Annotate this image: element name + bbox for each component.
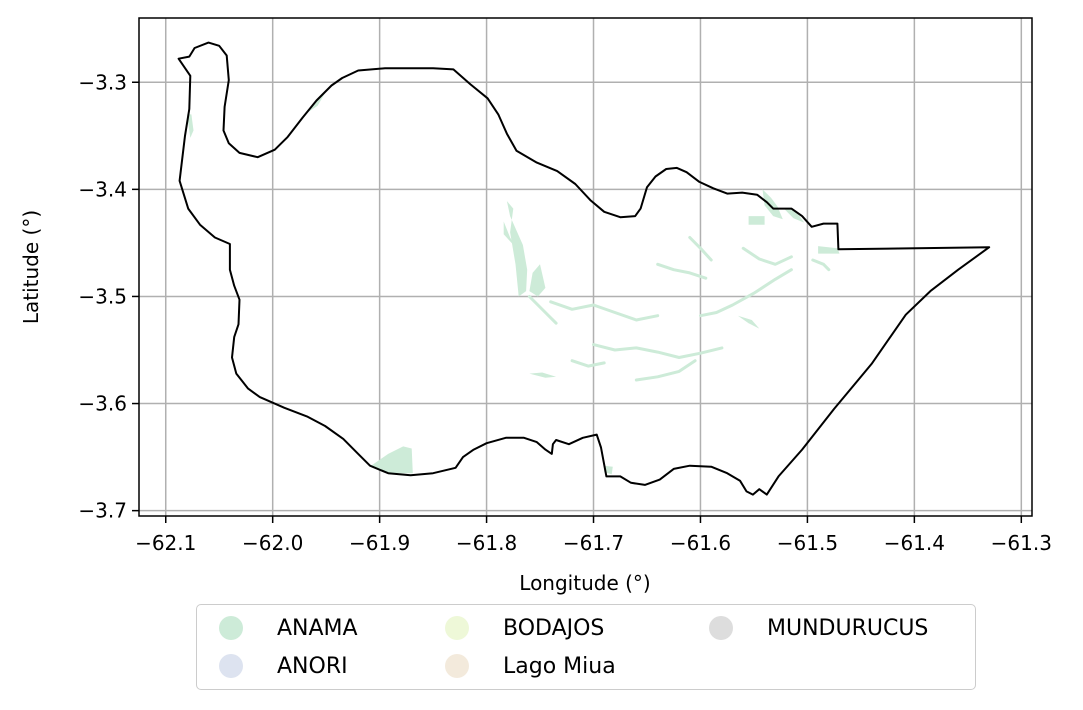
channel-anama — [549, 300, 660, 322]
plot-frame — [138, 17, 1033, 517]
patch-anama — [818, 246, 840, 254]
x-tick-label: −62.1 — [135, 531, 196, 555]
channel-anama — [811, 258, 831, 272]
legend-swatch-mundurucus — [709, 616, 733, 640]
legend-label-anori: ANORI — [277, 653, 348, 679]
municipality-boundary-layer — [177, 41, 991, 496]
patch-anama — [783, 208, 805, 223]
channel-anama — [656, 262, 708, 280]
landuse-patches — [187, 87, 840, 475]
legend-swatch-bodajos — [445, 616, 469, 640]
channel-anama — [741, 246, 793, 266]
x-tick-label: −61.7 — [563, 531, 624, 555]
y-tick-label: −3.4 — [78, 177, 127, 201]
channel-anama — [688, 236, 713, 262]
y-tick-label: −3.6 — [78, 392, 127, 416]
legend: ANAMA ANORI BODAJOS Lago Miua MUNDURUCUS — [196, 604, 976, 690]
patch-anama — [187, 114, 194, 138]
patch-anama — [737, 315, 760, 329]
legend-label-bodajos: BODAJOS — [503, 615, 605, 641]
legend-swatch-anori — [219, 654, 243, 678]
channel-anama — [592, 343, 724, 359]
legend-item-lago-miua: Lago Miua — [445, 651, 616, 681]
legend-item-anama: ANAMA — [219, 613, 358, 643]
patch-anama — [748, 216, 765, 225]
legend-label-anama: ANAMA — [277, 615, 358, 641]
y-tick-label: −3.5 — [78, 284, 127, 308]
x-axis-ticks: −62.1 −62.0 −61.9 −61.8 −61.7 −61.6 −61.5 −61.4… — [135, 516, 1052, 555]
x-tick-label: −61.5 — [777, 531, 838, 555]
channel-anama — [527, 295, 558, 325]
x-tick-label: −61.9 — [349, 531, 410, 555]
legend-item-anori: ANORI — [219, 651, 348, 681]
municipality-boundary — [177, 41, 991, 496]
channel-anama — [634, 359, 697, 382]
patch-anama — [529, 264, 546, 297]
patch-anama — [762, 189, 783, 220]
x-tick-label: −62.0 — [242, 531, 303, 555]
y-axis-ticks: −3.3 −3.4 −3.5 −3.6 −3.7 — [78, 70, 139, 523]
patch-anama — [506, 201, 528, 297]
channel-anama — [699, 268, 793, 318]
legend-item-bodajos: BODAJOS — [445, 613, 604, 643]
grid-lines — [139, 18, 1032, 516]
patch-anama — [529, 372, 557, 378]
legend-label-lago-miua: Lago Miua — [503, 653, 616, 679]
patch-anama — [371, 446, 413, 474]
y-axis-label: Latitude (°) — [19, 210, 43, 324]
legend-swatch-anama — [219, 616, 243, 640]
x-axis-label: Longitude (°) — [519, 571, 650, 595]
x-tick-label: −61.6 — [670, 531, 731, 555]
patch-anama — [503, 221, 517, 249]
map-plot: −62.1 −62.0 −61.9 −61.8 −61.7 −61.6 −61.5 −61.4… — [19, 17, 1052, 595]
river-channels — [527, 236, 831, 382]
legend-item-mundurucus: MUNDURUCUS — [709, 613, 928, 643]
x-tick-label: −61.4 — [884, 531, 945, 555]
legend-label-mundurucus: MUNDURUCUS — [767, 615, 929, 641]
x-tick-label: −61.3 — [991, 531, 1052, 555]
channel-anama — [570, 359, 606, 368]
legend-swatch-lago-miua — [445, 654, 469, 678]
x-tick-label: −61.8 — [456, 531, 517, 555]
y-tick-label: −3.3 — [78, 70, 127, 94]
y-tick-label: −3.7 — [78, 499, 127, 523]
